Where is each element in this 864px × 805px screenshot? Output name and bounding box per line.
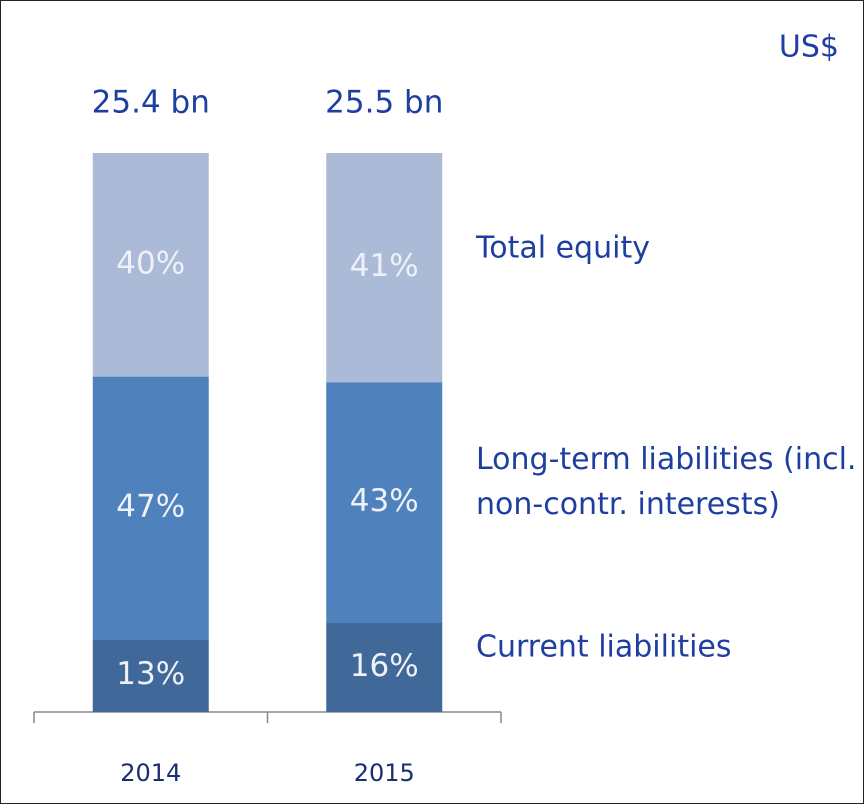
data-label: 41% <box>350 248 419 284</box>
data-label: 13% <box>116 656 185 692</box>
legend-entry: Current liabilities <box>476 629 732 665</box>
x-tick-label: 2015 <box>354 759 415 787</box>
bar-segment <box>92 639 209 712</box>
data-label: 47% <box>116 488 185 524</box>
data-label: 40% <box>116 245 185 281</box>
bar-segment <box>92 153 209 377</box>
bar-segment <box>326 382 443 623</box>
data-label: 16% <box>350 648 419 684</box>
x-tick-label: 2014 <box>120 759 181 787</box>
bar-segment <box>326 153 443 383</box>
bar-segment <box>326 622 443 712</box>
data-label: 43% <box>350 483 419 519</box>
legend-entry: Long-term liabilities (incl. non-contr. … <box>476 442 857 523</box>
total-label: 25.4 bn <box>92 85 210 121</box>
legend-entry: Total equity <box>476 230 650 266</box>
bar-segment <box>92 376 209 640</box>
total-label: 25.5 bn <box>325 85 443 121</box>
unit-label: US$ <box>779 30 839 65</box>
